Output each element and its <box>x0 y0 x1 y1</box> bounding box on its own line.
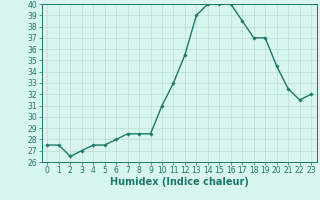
X-axis label: Humidex (Indice chaleur): Humidex (Indice chaleur) <box>110 177 249 187</box>
